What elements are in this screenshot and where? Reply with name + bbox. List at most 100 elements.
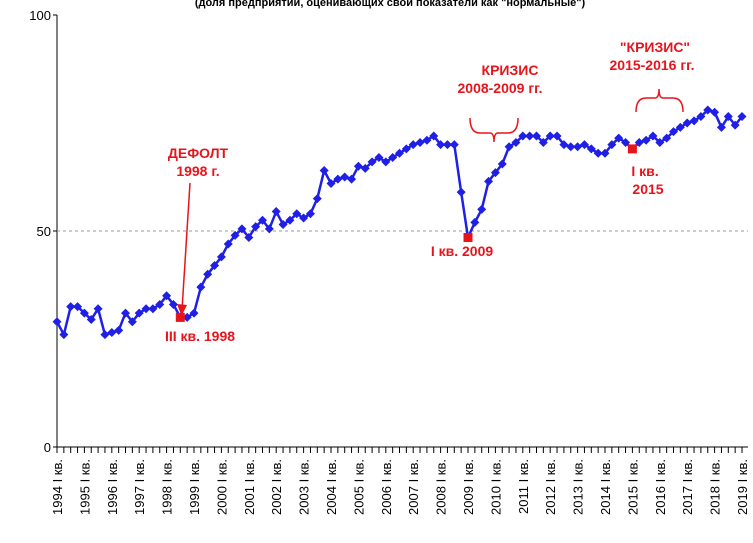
point: [203, 269, 213, 279]
annotation: 2008-2009 гг.: [458, 80, 543, 96]
point: [367, 157, 377, 167]
point: [436, 140, 446, 150]
x-tick-label: 2005 I кв.: [351, 459, 366, 515]
point: [66, 302, 76, 312]
x-tick-label: 2009 I кв.: [461, 459, 476, 515]
x-tick-label: 1995 I кв.: [77, 459, 92, 515]
point: [573, 142, 583, 152]
point: [477, 204, 487, 214]
x-tick-label: 2017 I кв.: [680, 459, 695, 515]
point: [593, 148, 603, 158]
point: [559, 140, 569, 150]
point: [189, 308, 199, 318]
x-tick-label: 2008 I кв.: [434, 459, 449, 515]
x-tick-label: 1996 I кв.: [105, 459, 120, 515]
point: [456, 187, 466, 197]
point: [292, 209, 302, 219]
point: [210, 261, 220, 271]
point: [278, 220, 288, 230]
point: [579, 140, 589, 150]
point: [621, 137, 631, 147]
highlight-point: [627, 144, 637, 154]
point: [737, 112, 747, 122]
point: [648, 131, 658, 141]
point: [230, 230, 240, 240]
x-tick-label: 2000 I кв.: [214, 459, 229, 515]
point: [374, 153, 384, 163]
point: [347, 174, 357, 184]
point: [305, 209, 315, 219]
x-tick-label: 2011 I кв.: [516, 459, 531, 514]
point: [141, 304, 151, 314]
annotation: 1998 г.: [176, 163, 219, 179]
point: [381, 157, 391, 167]
x-tick-label: 2019 I кв.: [735, 459, 750, 515]
x-tick-label: 2018 I кв.: [708, 459, 723, 515]
y-tick-label: 100: [29, 8, 51, 23]
point: [121, 308, 130, 318]
point: [552, 131, 562, 141]
point: [162, 291, 172, 301]
point: [353, 161, 363, 171]
point: [545, 131, 555, 141]
point: [100, 330, 110, 340]
x-tick-label: 2013 I кв.: [571, 459, 586, 515]
point: [168, 299, 178, 309]
highlight-point: [175, 312, 185, 322]
point: [675, 122, 685, 132]
point: [326, 178, 336, 188]
point: [107, 328, 117, 338]
annotation: 2015-2016 гг.: [610, 57, 695, 73]
point: [182, 312, 192, 322]
point: [662, 133, 672, 143]
point: [634, 137, 644, 147]
point: [504, 142, 514, 152]
x-tick-label: 2004 I кв.: [324, 459, 339, 515]
x-tick-label: 1999 I кв.: [187, 459, 202, 515]
point: [716, 122, 726, 132]
point: [422, 135, 432, 145]
point: [607, 140, 617, 150]
point: [196, 282, 206, 292]
brace: [635, 88, 684, 113]
point: [114, 325, 124, 335]
chart-title: (доля предприятий, оценивающих свои пока…: [195, 0, 586, 9]
point: [449, 140, 459, 150]
point: [703, 105, 713, 115]
annotation: I кв. 2009: [431, 243, 494, 259]
point: [52, 317, 62, 327]
point: [408, 140, 418, 150]
point: [264, 224, 274, 234]
point: [586, 144, 596, 154]
point: [401, 144, 411, 154]
point: [566, 142, 576, 152]
y-tick-label: 50: [37, 224, 51, 239]
point: [271, 207, 281, 217]
point: [86, 315, 96, 325]
point: [525, 131, 535, 141]
point: [251, 222, 261, 232]
point: [333, 174, 343, 184]
x-tick-label: 2016 I кв.: [653, 459, 668, 515]
x-tick-label: 2006 I кв.: [379, 459, 394, 515]
y-tick-label: 0: [44, 440, 51, 455]
point: [442, 140, 452, 150]
point: [682, 118, 692, 128]
point: [511, 137, 521, 147]
point: [669, 127, 678, 137]
x-tick-label: 2012 I кв.: [543, 459, 558, 515]
point: [518, 131, 528, 141]
x-tick-label: 2014 I кв.: [598, 459, 613, 515]
point: [614, 133, 624, 143]
point: [600, 148, 610, 158]
annotation: III кв. 1998: [165, 328, 235, 344]
x-tick-label: 1997 I кв.: [132, 459, 147, 515]
point: [216, 252, 226, 262]
x-tick-label: 1998 I кв.: [160, 459, 175, 515]
point: [319, 166, 329, 176]
point: [723, 112, 733, 122]
point: [538, 137, 548, 147]
point: [285, 215, 295, 225]
annotation: 2015: [632, 181, 663, 197]
point: [641, 135, 651, 145]
